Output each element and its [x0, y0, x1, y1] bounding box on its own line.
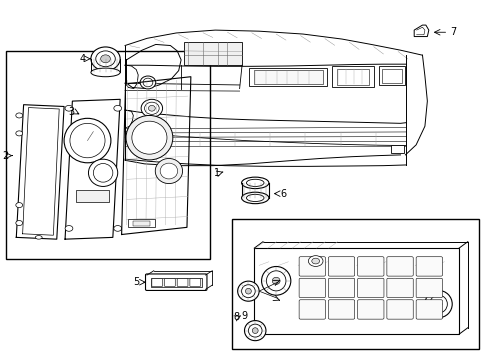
Ellipse shape [434, 301, 441, 307]
Ellipse shape [272, 277, 280, 284]
Ellipse shape [91, 68, 120, 77]
Ellipse shape [35, 235, 42, 239]
Ellipse shape [93, 163, 113, 182]
FancyBboxPatch shape [386, 257, 412, 276]
Ellipse shape [101, 55, 110, 63]
FancyBboxPatch shape [357, 278, 383, 298]
Bar [331, 66, 373, 87]
Ellipse shape [88, 159, 118, 186]
Ellipse shape [261, 266, 290, 295]
FancyBboxPatch shape [386, 300, 412, 319]
Polygon shape [413, 25, 428, 37]
FancyBboxPatch shape [189, 279, 200, 287]
Bar [378, 66, 405, 85]
Bar [127, 138, 142, 145]
Ellipse shape [246, 194, 264, 202]
FancyBboxPatch shape [328, 257, 354, 276]
FancyBboxPatch shape [415, 257, 442, 276]
Ellipse shape [132, 121, 166, 154]
FancyBboxPatch shape [299, 257, 325, 276]
Bar [128, 220, 155, 227]
Bar [336, 69, 368, 85]
Ellipse shape [140, 76, 156, 89]
Bar [127, 128, 142, 135]
Ellipse shape [114, 226, 122, 231]
Bar [390, 145, 404, 153]
Ellipse shape [160, 163, 177, 179]
Bar [76, 190, 109, 202]
Ellipse shape [16, 221, 22, 226]
Bar [381, 69, 401, 83]
Ellipse shape [241, 192, 268, 204]
FancyBboxPatch shape [145, 274, 206, 291]
Ellipse shape [311, 258, 319, 264]
Ellipse shape [308, 256, 323, 266]
Ellipse shape [16, 203, 22, 208]
Bar [151, 278, 201, 287]
Ellipse shape [266, 271, 285, 291]
Bar [133, 221, 150, 226]
FancyBboxPatch shape [328, 278, 354, 298]
Bar [183, 42, 242, 65]
Bar [232, 220, 478, 348]
Text: 3: 3 [68, 107, 75, 117]
FancyBboxPatch shape [177, 279, 187, 287]
Text: 8: 8 [233, 312, 239, 322]
Text: 4: 4 [80, 54, 85, 64]
FancyBboxPatch shape [299, 278, 325, 298]
Ellipse shape [144, 102, 159, 114]
Ellipse shape [429, 295, 447, 313]
Text: 2: 2 [2, 150, 9, 161]
FancyBboxPatch shape [357, 300, 383, 319]
Ellipse shape [16, 131, 22, 136]
Ellipse shape [424, 291, 451, 318]
FancyBboxPatch shape [415, 300, 442, 319]
Ellipse shape [241, 285, 255, 298]
Bar [5, 51, 210, 259]
Ellipse shape [65, 105, 73, 111]
Ellipse shape [96, 51, 115, 67]
FancyBboxPatch shape [152, 279, 162, 287]
Ellipse shape [64, 118, 111, 163]
Ellipse shape [91, 47, 120, 71]
Ellipse shape [16, 113, 22, 118]
Ellipse shape [252, 328, 258, 333]
FancyBboxPatch shape [386, 278, 412, 298]
Text: 5: 5 [133, 277, 139, 287]
Ellipse shape [70, 123, 105, 158]
Ellipse shape [148, 105, 155, 111]
Ellipse shape [65, 226, 73, 231]
Ellipse shape [237, 281, 259, 301]
Ellipse shape [143, 78, 153, 87]
FancyBboxPatch shape [299, 300, 325, 319]
Ellipse shape [245, 288, 251, 294]
Text: 1: 1 [214, 168, 220, 178]
Text: 7: 7 [449, 27, 455, 37]
FancyBboxPatch shape [328, 300, 354, 319]
Bar [249, 68, 327, 86]
FancyBboxPatch shape [164, 279, 175, 287]
Text: 6: 6 [280, 189, 285, 199]
Ellipse shape [241, 177, 268, 189]
Ellipse shape [155, 158, 182, 184]
Ellipse shape [248, 324, 262, 337]
Bar [254, 70, 322, 84]
Ellipse shape [141, 99, 162, 117]
Ellipse shape [114, 105, 122, 111]
Text: 9: 9 [241, 311, 247, 321]
FancyBboxPatch shape [357, 257, 383, 276]
Bar [254, 248, 458, 334]
Ellipse shape [246, 179, 264, 186]
Ellipse shape [244, 320, 265, 341]
FancyBboxPatch shape [415, 278, 442, 298]
Ellipse shape [126, 116, 172, 160]
